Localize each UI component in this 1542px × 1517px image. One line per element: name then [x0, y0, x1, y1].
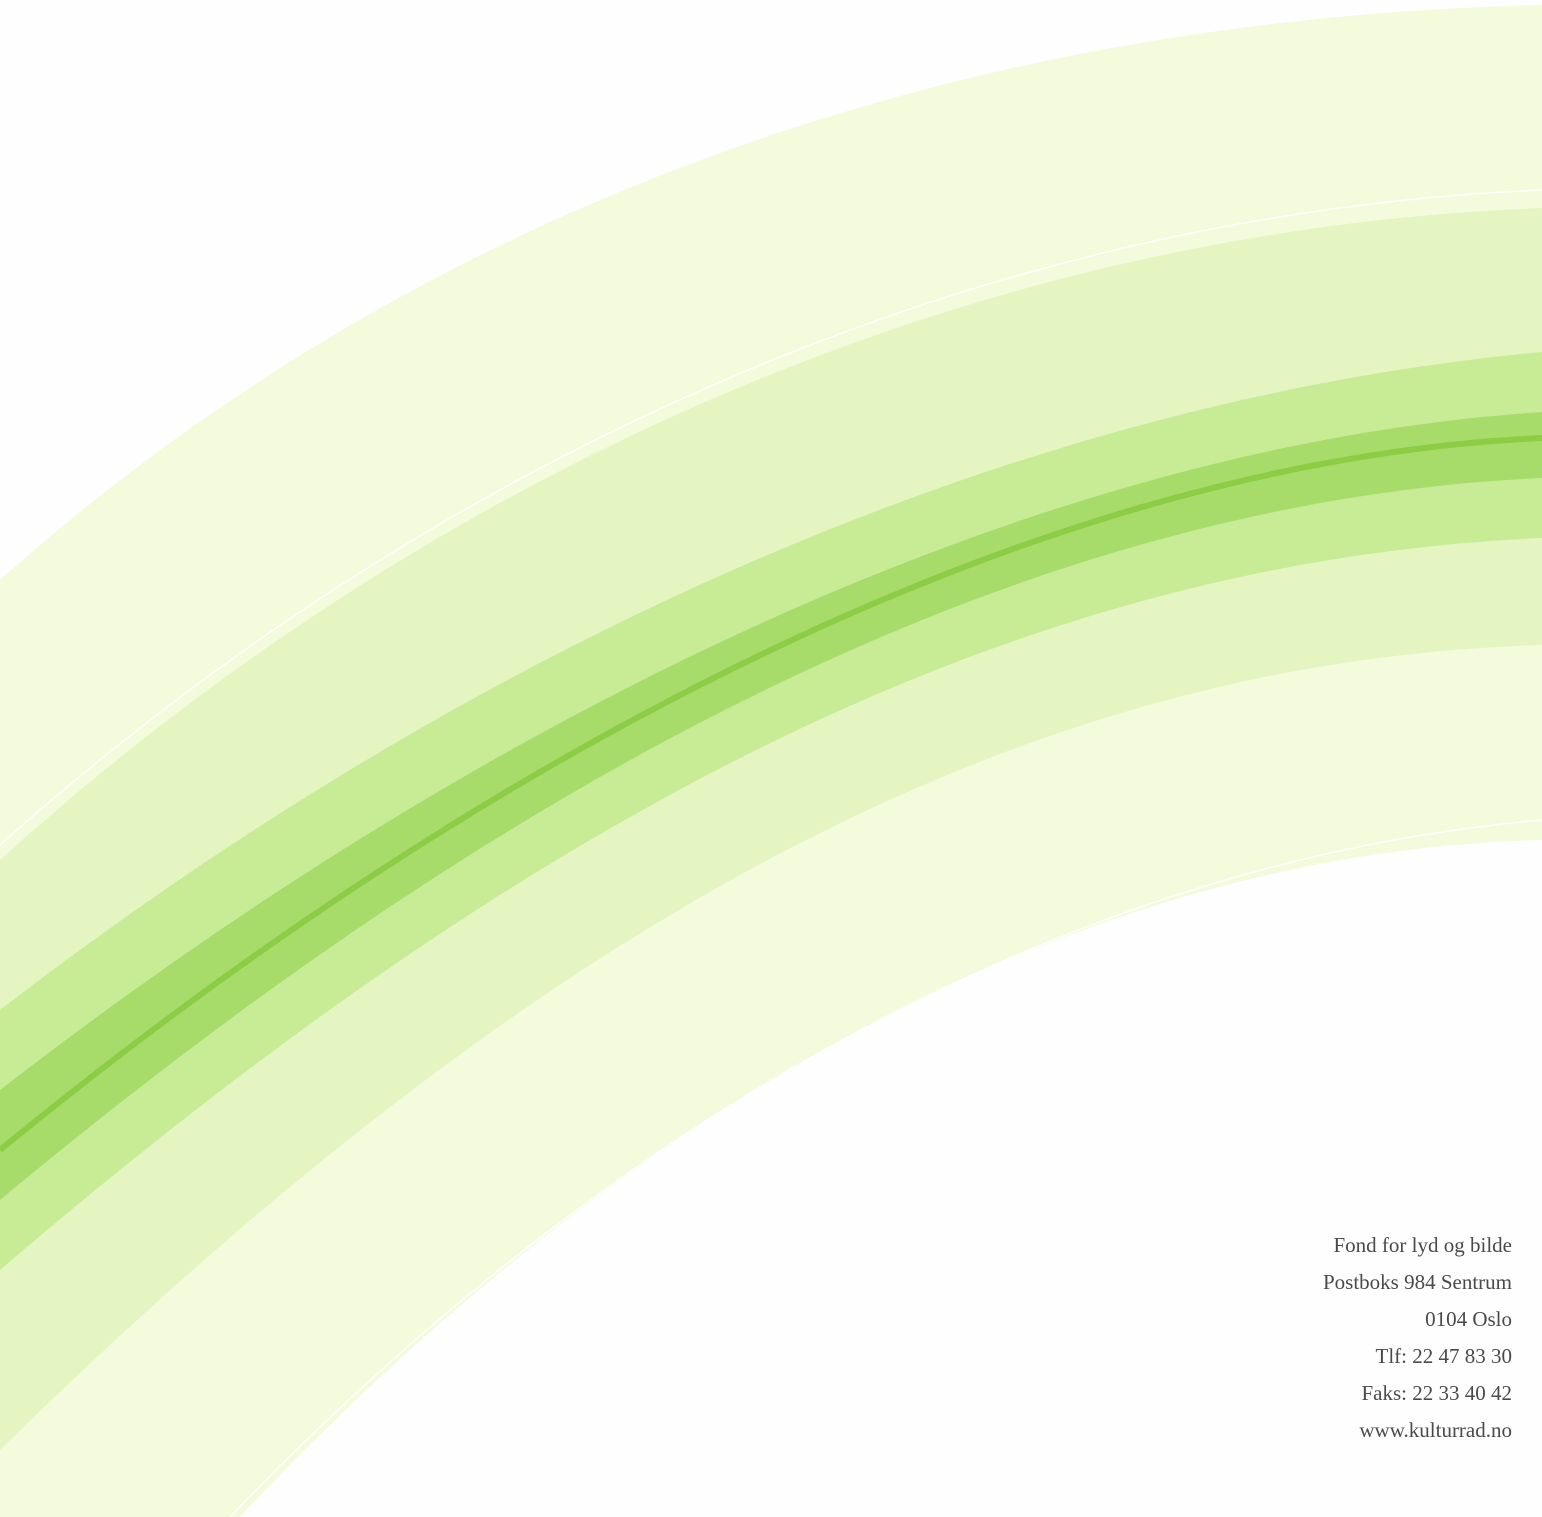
phone-line: Tlf: 22 47 83 30 — [1375, 1344, 1513, 1368]
arc-pinstripe-lower — [229, 819, 1542, 1517]
arc-band-mid — [0, 352, 1542, 1270]
postbox-line: Postboks 984 Sentrum — [1322, 1270, 1512, 1294]
organization-name: Fond for lyd og bilde — [1333, 1233, 1513, 1257]
website-line: www.kulturrad.no — [1359, 1418, 1512, 1442]
fax-line: Faks: 22 33 40 42 — [1361, 1381, 1512, 1405]
postal-city-line: 0104 Oslo — [1425, 1307, 1512, 1331]
arc-pinstripe-upper — [0, 189, 1542, 846]
arc-band-core-line — [0, 435, 1542, 1153]
arc-band-strong — [0, 412, 1542, 1200]
contact-address-block: Fond for lyd og bilde Postboks 984 Sentr… — [1092, 1227, 1512, 1449]
